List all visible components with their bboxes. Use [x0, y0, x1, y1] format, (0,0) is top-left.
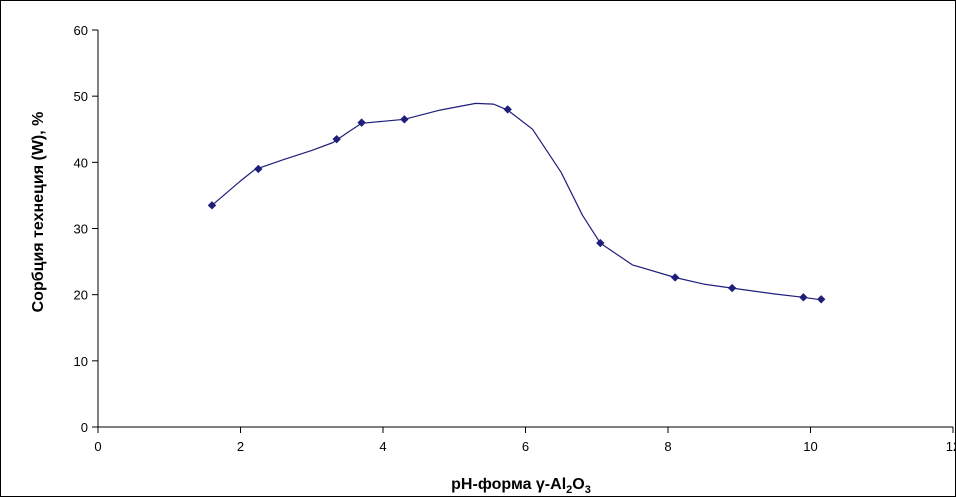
- x-axis-title-main: pH-форма γ-Al: [451, 476, 566, 493]
- y-axis-title: Сорбция технеция (W), %: [30, 112, 47, 313]
- y-tick-label: 50: [74, 89, 88, 104]
- data-point: [207, 201, 217, 210]
- y-tick-label: 10: [74, 354, 88, 369]
- axes: 0 10 20 30 40 50 60 0 2 4 6 8 10 12: [74, 23, 955, 454]
- data-point: [332, 134, 341, 144]
- data-point: [596, 238, 605, 248]
- data-point: [816, 295, 826, 304]
- x-tick-label: 10: [803, 439, 817, 454]
- data-point: [400, 115, 409, 124]
- data-point: [799, 293, 808, 302]
- marker-layer: [207, 105, 826, 304]
- y-tick-label: 0: [81, 420, 88, 435]
- y-tick-label: 40: [74, 155, 88, 170]
- data-point: [254, 164, 263, 174]
- x-tick-label: 4: [379, 439, 386, 454]
- x-tick-label: 0: [94, 439, 101, 454]
- data-point: [670, 273, 680, 282]
- x-axis-title-sub2: 3: [585, 484, 591, 496]
- data-point: [503, 105, 512, 114]
- curve-layer: [211, 102, 818, 300]
- x-axis-title: pH-форма γ-Al2O3: [451, 476, 591, 496]
- x-tick-label: 8: [664, 439, 671, 454]
- y-tick-label: 30: [74, 222, 88, 237]
- x-tick-label: 6: [522, 439, 529, 454]
- x-axis-title-sub1: 2: [566, 484, 572, 496]
- y-tick-label: 20: [74, 288, 88, 303]
- data-point: [357, 118, 366, 127]
- data-point: [727, 283, 737, 293]
- x-tick-label: 2: [237, 439, 244, 454]
- y-tick-label: 60: [74, 23, 88, 38]
- x-tick-label: 12: [946, 439, 955, 454]
- series-line: [211, 102, 818, 300]
- x-axis-title-mid: O: [572, 476, 584, 493]
